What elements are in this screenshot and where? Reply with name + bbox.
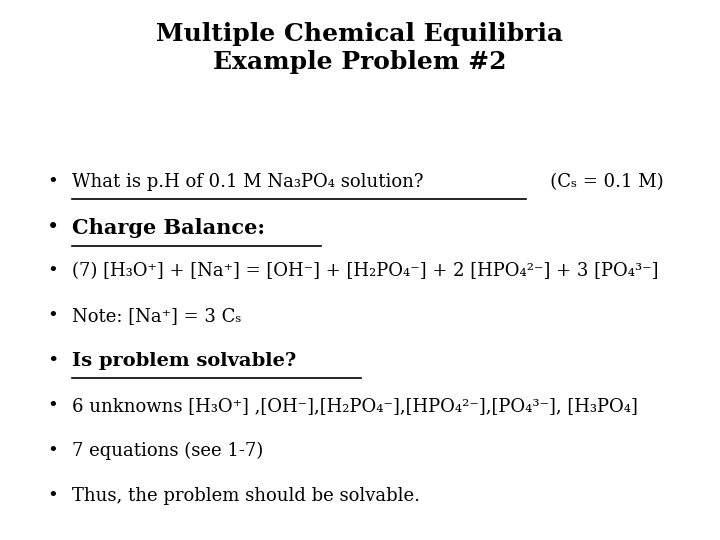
Text: (7) [H₃O⁺] + [Na⁺] = [OH⁻] + [H₂PO₄⁻] + 2 [HPO₄²⁻] + 3 [PO₄³⁻]: (7) [H₃O⁺] + [Na⁺] = [OH⁻] + [H₂PO₄⁻] + … bbox=[72, 262, 659, 280]
Text: •: • bbox=[47, 307, 58, 325]
Text: •: • bbox=[47, 487, 58, 504]
Text: Thus, the problem should be solvable.: Thus, the problem should be solvable. bbox=[72, 487, 420, 504]
Text: •: • bbox=[47, 397, 58, 415]
Text: (Cₛ = 0.1 M): (Cₛ = 0.1 M) bbox=[533, 173, 663, 191]
Text: 6 unknowns [H₃O⁺] ,[OH⁻],[H₂PO₄⁻],[HPO₄²⁻],[PO₄³⁻], [H₃PO₄]: 6 unknowns [H₃O⁺] ,[OH⁻],[H₂PO₄⁻],[HPO₄²… bbox=[72, 397, 638, 415]
Text: 7 equations (see 1-7): 7 equations (see 1-7) bbox=[72, 442, 264, 460]
Text: Charge Balance:: Charge Balance: bbox=[72, 218, 265, 238]
Text: •: • bbox=[47, 218, 59, 237]
Text: •: • bbox=[47, 352, 58, 370]
Text: •: • bbox=[47, 442, 58, 460]
Text: •: • bbox=[47, 173, 58, 191]
Text: Note: [Na⁺] = 3 Cₛ: Note: [Na⁺] = 3 Cₛ bbox=[72, 307, 241, 325]
Text: •: • bbox=[47, 262, 58, 280]
Text: What is p.H of 0.1 M Na₃PO₄ solution?: What is p.H of 0.1 M Na₃PO₄ solution? bbox=[72, 173, 423, 191]
Text: Is problem solvable?: Is problem solvable? bbox=[72, 352, 296, 370]
Text: Multiple Chemical Equilibria
Example Problem #2: Multiple Chemical Equilibria Example Pro… bbox=[156, 22, 564, 75]
